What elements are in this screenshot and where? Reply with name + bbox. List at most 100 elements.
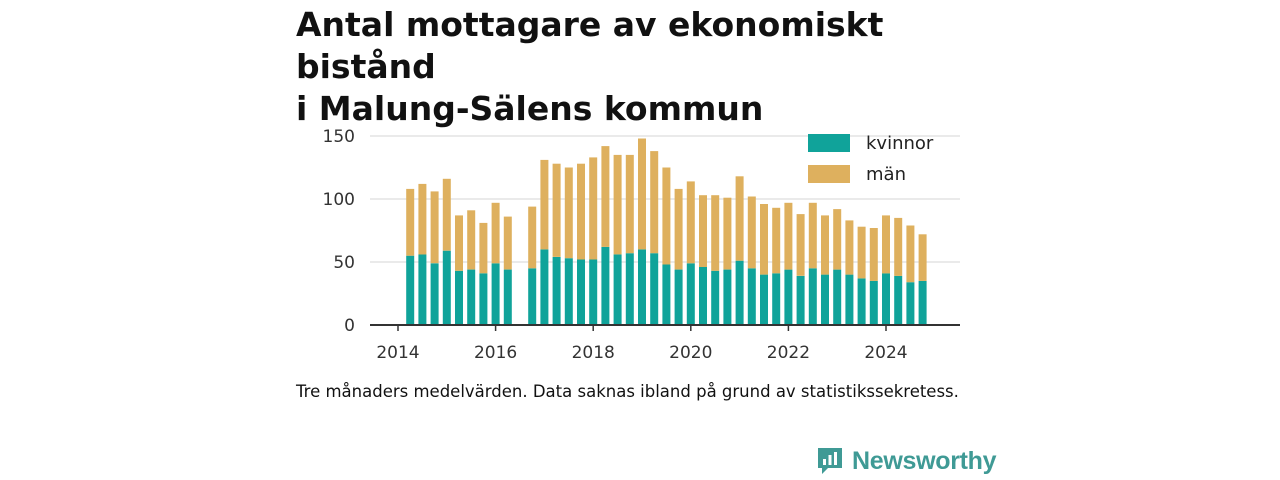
bar-man: [552, 163, 561, 257]
bar-man: [406, 188, 415, 256]
chart-title-line-2: i Malung-Sälens kommun: [296, 89, 764, 128]
bar-man: [638, 138, 646, 250]
legend-label-kvinnor: kvinnor: [866, 133, 934, 154]
bar-man: [869, 228, 878, 281]
bar-kvinnor: [869, 280, 878, 325]
bar-man: [625, 154, 634, 254]
bar-kvinnor: [638, 249, 646, 325]
bar-kvinnor: [650, 253, 659, 325]
newsworthy-brand: Newsworthy: [816, 446, 997, 476]
x-tick-label: 2022: [767, 343, 810, 363]
x-tick-label: 2016: [474, 343, 517, 363]
bar-kvinnor: [735, 260, 744, 325]
bar-kvinnor: [723, 269, 732, 325]
chart-title-line-1: Antal mottagare av ekonomiskt bistånd: [296, 5, 884, 86]
bar-kvinnor: [467, 269, 476, 325]
bar-man: [747, 196, 756, 269]
bar-man: [918, 234, 927, 281]
bar-kvinnor: [613, 254, 622, 325]
bar-man: [589, 157, 598, 260]
y-tick-label: 50: [333, 253, 355, 273]
bar-kvinnor: [406, 255, 415, 325]
bar-kvinnor: [442, 250, 451, 325]
bar-kvinnor: [540, 249, 549, 325]
legend: kvinnor män: [808, 133, 934, 185]
newsworthy-logo-icon: [818, 448, 842, 474]
bar-kvinnor: [894, 275, 903, 325]
bar-kvinnor: [747, 268, 756, 325]
bar-kvinnor: [503, 269, 512, 325]
y-tick-label: 150: [323, 127, 355, 147]
bar-kvinnor: [808, 268, 817, 325]
bar-man: [784, 202, 793, 270]
bar-man: [467, 210, 476, 270]
bar-man: [455, 215, 463, 271]
bar-man: [906, 225, 915, 283]
bar-kvinnor: [906, 282, 915, 325]
bar-man: [845, 220, 854, 275]
x-tick-label: 2024: [864, 343, 907, 363]
bar-kvinnor: [430, 263, 439, 325]
bar-man: [442, 178, 451, 251]
bar-kvinnor: [418, 254, 427, 325]
bar-kvinnor: [662, 264, 671, 325]
bar-kvinnor: [845, 274, 854, 325]
bar-man: [723, 197, 732, 270]
bar-man: [772, 207, 781, 274]
bar-man: [479, 222, 488, 274]
bar-man: [699, 195, 707, 267]
bar-man: [601, 146, 610, 247]
bar-man: [613, 154, 622, 255]
legend-label-man: män: [866, 164, 906, 185]
y-tick-label: 0: [344, 316, 355, 336]
chart-title: Antal mottagare av ekonomiskt bistånd i …: [296, 4, 1016, 130]
bar-kvinnor: [833, 269, 842, 325]
bar-kvinnor: [882, 273, 890, 325]
bar-man: [418, 183, 427, 255]
bar-man: [821, 215, 829, 275]
chart-footnote: Tre månaders medelvärden. Data saknas ib…: [296, 382, 959, 401]
bar-kvinnor: [552, 257, 561, 325]
bar-man: [894, 217, 903, 276]
bar-man: [528, 206, 537, 269]
legend-swatch-man: [808, 165, 850, 183]
bar-kvinnor: [577, 259, 585, 325]
bar-kvinnor: [674, 269, 683, 325]
bar-man: [430, 191, 439, 264]
bar-man: [503, 216, 512, 270]
bar-man: [662, 167, 671, 265]
bar-man: [577, 163, 585, 260]
bar-kvinnor: [564, 258, 573, 325]
bar-man: [711, 195, 720, 271]
bar-kvinnor: [857, 278, 866, 325]
bar-man: [491, 202, 500, 264]
bar-kvinnor: [601, 246, 610, 325]
bar-kvinnor: [491, 263, 500, 325]
bar-man: [760, 204, 768, 275]
bar-kvinnor: [711, 270, 720, 325]
bar-kvinnor: [686, 263, 695, 325]
bar-man: [882, 215, 890, 274]
x-tick-label: 2018: [572, 343, 615, 363]
bar-kvinnor: [784, 269, 793, 325]
bar-kvinnor: [528, 268, 537, 325]
bar-kvinnor: [455, 270, 463, 325]
bar-man: [833, 209, 842, 270]
bar-kvinnor: [589, 259, 598, 325]
bar-man: [857, 226, 866, 279]
bar-kvinnor: [760, 274, 768, 325]
bar-kvinnor: [479, 273, 488, 325]
bar-man: [796, 214, 805, 276]
legend-swatch-kvinnor: [808, 134, 850, 152]
bar-man: [564, 167, 573, 259]
bar-man: [650, 151, 659, 254]
bar-kvinnor: [772, 273, 781, 325]
bar-man: [540, 159, 549, 250]
bar-man: [674, 188, 683, 270]
stacked-bar-chart: 0 50 100 150 2014 2016 2018 2020 2022 2024 kvinno…: [323, 127, 960, 363]
bar-kvinnor: [821, 274, 829, 325]
bar-kvinnor: [796, 275, 805, 325]
y-tick-label: 100: [323, 190, 355, 210]
bar-kvinnor: [699, 267, 707, 325]
bar-kvinnor: [625, 253, 634, 325]
